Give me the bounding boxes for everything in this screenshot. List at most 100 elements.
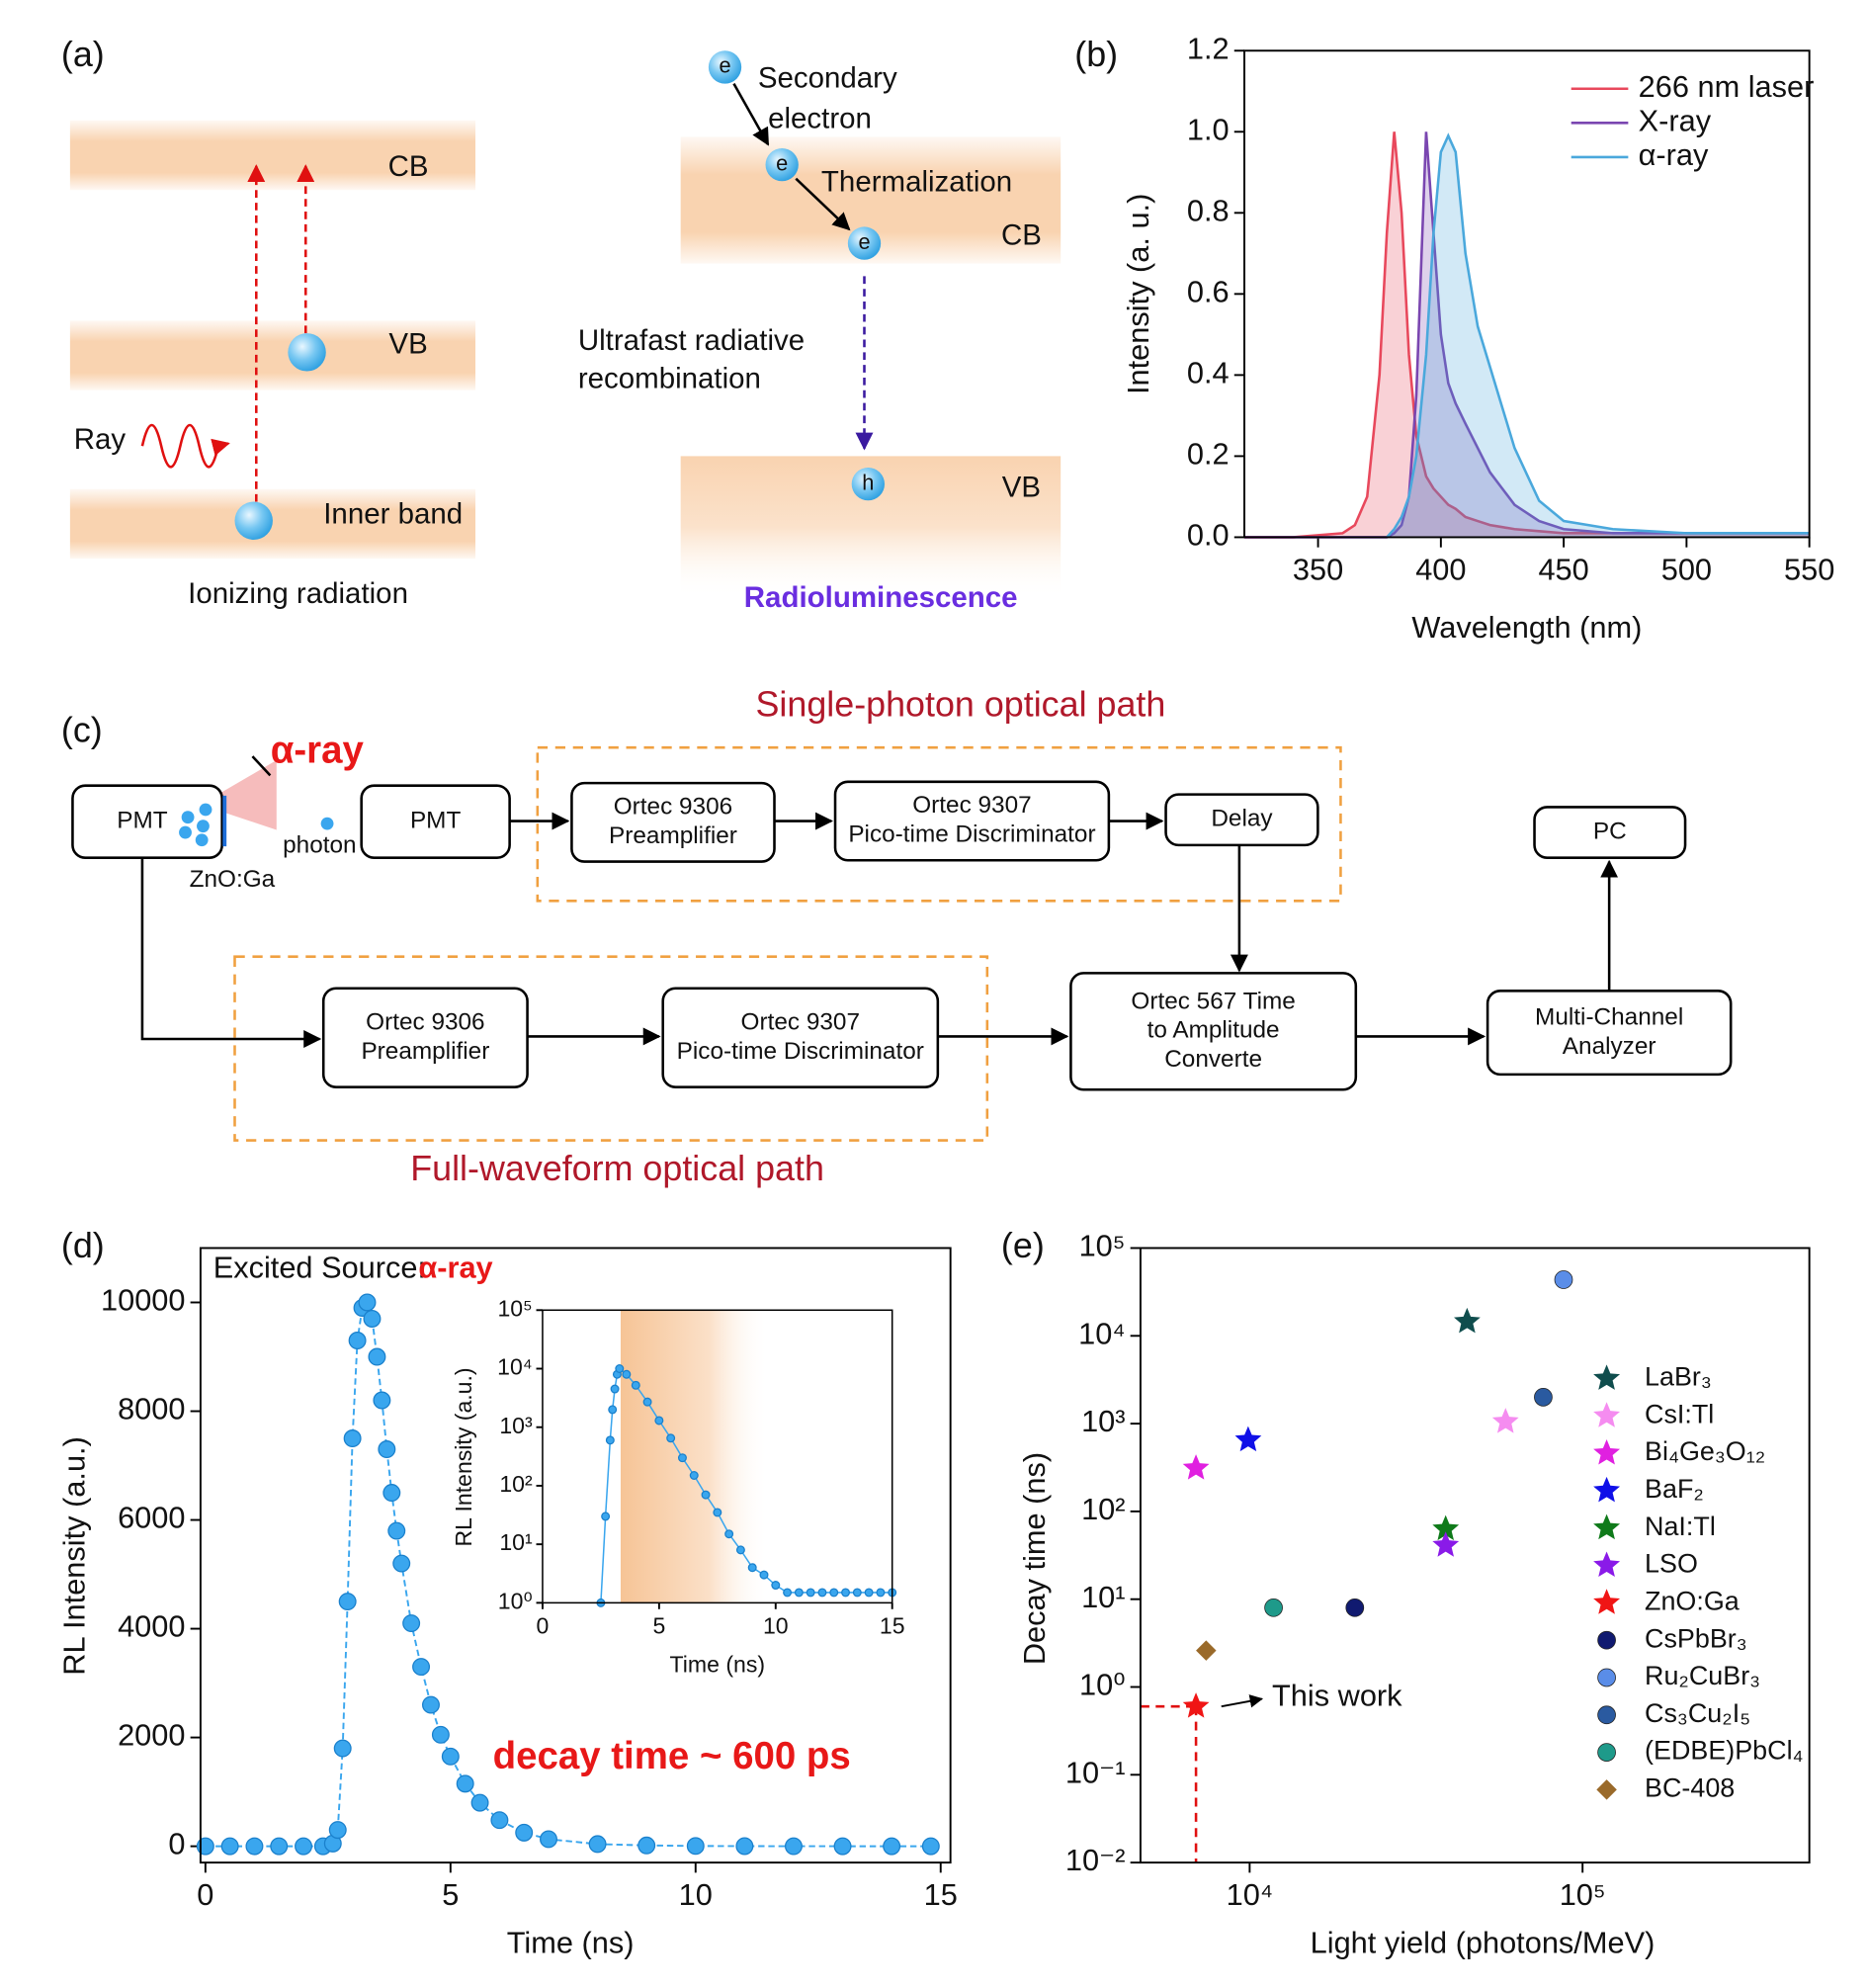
point [368,1347,386,1366]
sample-dot [199,803,212,817]
node-label: Ortec 9307 [741,1008,860,1035]
caption: Radioluminescence [744,581,1018,614]
source-slash [251,755,272,777]
arrow [140,857,322,1048]
band-label: CB [1001,218,1042,251]
legend-label: BC-408 [1645,1773,1735,1803]
area [1387,135,1810,538]
point [654,1416,664,1426]
marker [1432,1514,1460,1541]
legend-swatch [1597,1668,1616,1687]
legend-label: 266 nm laser [1639,69,1815,104]
hole [851,467,886,501]
point [615,1364,625,1373]
y-tick-label: 10000 [101,1283,186,1318]
band [69,488,476,560]
marker [1234,1426,1262,1452]
legend-label: LaBr₃ [1645,1362,1712,1392]
y-tick-label: 10³ [1081,1404,1125,1438]
legend-label: CsI:Tl [1645,1399,1714,1428]
panel-label: (c) [61,710,103,749]
point [328,1821,347,1840]
node-label: Delay [1211,806,1273,832]
path-frame [233,955,989,1142]
electron [708,50,742,84]
legend-label: Ru₂CuBr₃ [1645,1661,1760,1690]
point [642,1397,652,1407]
point [817,1588,827,1598]
legend-swatch [1593,1551,1621,1577]
marker [1182,1454,1210,1480]
y-tick-label: 10⁰ [1079,1668,1126,1702]
node-label: Ortec 9306 [614,794,732,821]
legend-swatch [1593,1513,1621,1540]
point [883,1837,901,1856]
x-axis-label: Wavelength (nm) [1411,610,1642,645]
point [701,1490,711,1500]
ray-label: Ray [74,423,127,456]
y-tick-label: 10⁻² [1065,1843,1126,1877]
point [382,1484,401,1503]
line [1386,132,1810,539]
plot-frame [542,1309,893,1604]
band-label: CB [388,150,429,183]
point [422,1695,440,1714]
panel-a: (a) CB VB Inner band Ray Ionizing radiat… [61,35,1061,614]
point [373,1391,391,1410]
node-label: to Amplitude [1147,1017,1280,1044]
area [1244,131,1810,538]
marker [1534,1388,1553,1407]
legend-label: X-ray [1639,103,1712,137]
marker [1432,1531,1460,1557]
point [470,1793,489,1812]
y-tick-label: 0 [168,1827,185,1861]
x-tick-label: 550 [1784,552,1834,586]
y-tick-label: 10² [499,1471,533,1497]
point [402,1614,421,1633]
y-tick-label: 1.2 [1187,31,1230,65]
x-tick-label: 10⁵ [1560,1877,1606,1912]
point [610,1384,620,1394]
path-frame [536,745,1342,903]
carrier [234,501,273,541]
point [631,1380,640,1390]
arrow [795,177,851,231]
sample-label: ZnO:Ga [190,866,276,893]
point [363,1310,382,1328]
label: Secondary [758,62,897,95]
legend-label: ZnO:Ga [1645,1586,1740,1615]
point [637,1836,656,1855]
x-axis-label: Time (ns) [507,1926,635,1960]
y-tick-label: 0.6 [1187,274,1230,308]
y-tick-label: 2000 [118,1718,185,1753]
panel-label: (b) [1074,35,1118,74]
legend-swatch [1593,1589,1621,1614]
point [724,1529,734,1539]
node-box [1533,806,1687,859]
x-axis-label: Time (ns) [670,1652,766,1678]
y-tick-label: 10¹ [1081,1580,1125,1614]
marker [1264,1598,1283,1617]
y-axis-label: RL Intensity (a.u.) [451,1367,476,1546]
point [622,1369,632,1379]
node-label: Multi-Channel [1535,1003,1683,1030]
line [1244,131,1810,539]
point [441,1747,460,1766]
node-label: Analyzer [1563,1033,1656,1060]
photon-label: photon [283,832,356,859]
sample-dot [179,825,192,839]
point [431,1725,450,1744]
node-label: Preamplifier [609,822,737,849]
annotation: α-ray [418,1250,492,1284]
x-tick-label: 350 [1293,552,1343,586]
point [515,1823,534,1842]
y-tick-label: 10⁴ [1078,1316,1125,1350]
legend-swatch [1593,1439,1621,1465]
point [343,1429,362,1447]
y-tick-label: 10⁴ [497,1354,533,1380]
x-tick-label: 0 [197,1877,213,1912]
y-tick-label: 10⁵ [497,1295,532,1321]
point [876,1588,886,1598]
node-label: Pico-time Discriminator [677,1038,924,1065]
